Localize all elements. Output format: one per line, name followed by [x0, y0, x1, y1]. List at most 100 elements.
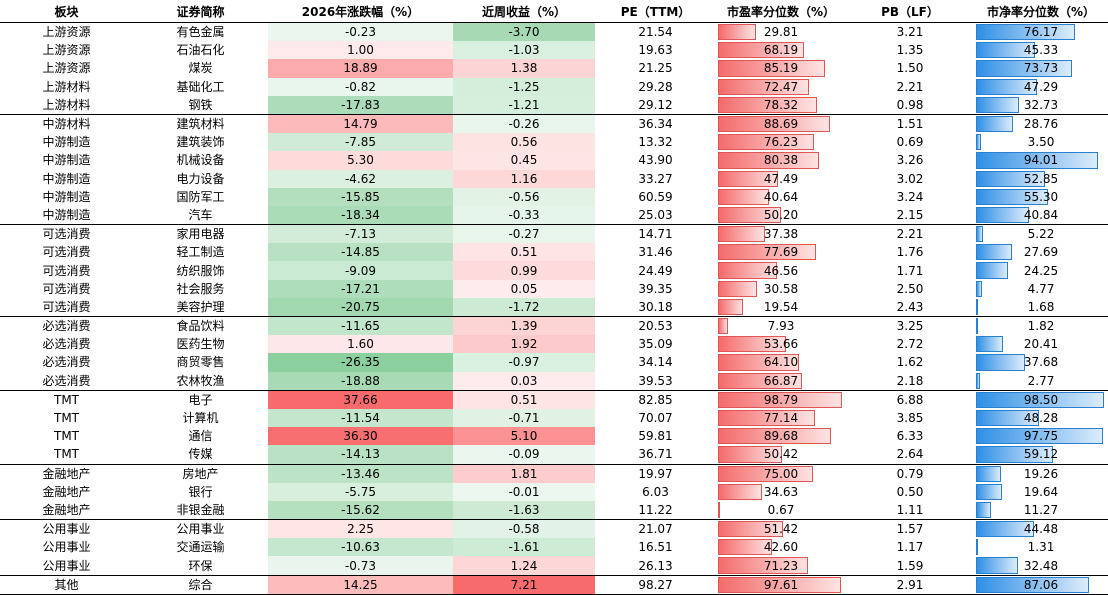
cell-sector: 可选消费	[42, 299, 91, 314]
cell-pb-percentile-value: 87.06	[1023, 577, 1059, 592]
cell-pb: 0.50	[896, 484, 924, 499]
cell-pe-percentile-value: 46.56	[763, 263, 799, 278]
cell-sector: 公用事业	[42, 540, 91, 555]
cell-ytd: -15.62	[268, 500, 453, 520]
cell-pb-percentile-value: 97.75	[1023, 429, 1059, 444]
cell-pb-percentile-bar	[976, 206, 1029, 224]
cell-pe: 19.63	[638, 43, 673, 58]
cell-sector: 中游制造	[42, 171, 91, 186]
cell-pb: 1.76	[896, 245, 924, 260]
table-row: 其他 综合 14.25 7.21 98.27 97.61 2.91 87.06	[0, 574, 1108, 595]
cell-pe-percentile-bar	[718, 115, 830, 133]
cell-pe: 30.18	[638, 299, 673, 314]
cell-pb-percentile-value: 98.50	[1023, 392, 1059, 407]
cell-pe-percentile: 98.79	[716, 389, 846, 409]
cell-ytd: -0.73	[268, 556, 453, 576]
cell-pe-percentile: 77.14	[716, 409, 846, 427]
cell-pb-percentile-bar	[976, 226, 983, 243]
cell-pb-percentile-bar	[976, 336, 1003, 353]
cell-pe-percentile: 53.66	[716, 335, 846, 353]
cell-pe: 29.28	[638, 79, 673, 94]
cell-pe: 16.51	[638, 540, 673, 555]
cell-ytd: -15.85	[268, 187, 453, 206]
cell-sector: 中游制造	[42, 189, 91, 204]
cell-week: -1.03	[453, 41, 595, 60]
cell-pb-percentile-value: 19.26	[1023, 466, 1059, 481]
cell-ytd: -11.54	[268, 408, 453, 428]
cell-pb-percentile-bar	[976, 318, 978, 335]
cell-sector: 中游制造	[42, 135, 91, 150]
cell-pb-percentile-value: 1.31	[1027, 540, 1055, 555]
header-row: 板块 证券简称 2026年涨跌幅（%） 近周收益（%） PE（TTM） 市盈率分…	[0, 0, 1108, 23]
table-row: 公用事业 公用事业 2.25 -0.58 21.07 51.42 1.57 44.48	[0, 519, 1108, 539]
cell-pb-percentile-value: 45.33	[1023, 43, 1059, 58]
cell-week: -0.27	[453, 224, 595, 244]
cell-pe: 98.27	[595, 574, 716, 595]
cell-pb-percentile-bar	[976, 428, 1103, 445]
table-row: 上游资源 有色金属 -0.23 -3.70 21.54 29.81 3.21 76.17	[0, 22, 1108, 42]
cell-pb-percentile-bar	[976, 354, 1025, 371]
cell-pe-percentile-bar	[718, 188, 769, 205]
cell-pb: 2.91	[846, 574, 974, 595]
cell-sector: 公用事业	[0, 519, 133, 539]
table-row: 可选消费 社会服务 -17.21 0.05 39.35 30.58 2.50 4.77	[0, 279, 1108, 298]
cell-pb-percentile: 5.22	[974, 224, 1108, 244]
cell-pb-percentile-bar	[976, 152, 1098, 169]
cell-ytd: 36.30	[268, 427, 453, 446]
cell-pb: 1.11	[896, 502, 924, 517]
table-row: 公用事业 交通运输 -10.63 -1.61 16.51 42.60 1.17 1.31	[0, 538, 1108, 557]
cell-week: 0.05	[453, 279, 595, 298]
cell-pb: 6.88	[846, 389, 974, 409]
cell-pb-percentile: 94.01	[974, 151, 1108, 169]
cell-ytd: 2.25	[268, 519, 453, 539]
cell-pe: 20.53	[595, 316, 716, 336]
cell-pe-percentile-bar	[718, 446, 782, 463]
cell-pe-percentile: 75.00	[716, 463, 846, 483]
cell-name: 机械设备	[176, 153, 225, 168]
cell-pe-percentile-bar	[718, 391, 842, 408]
cell-name: 轻工制造	[176, 245, 225, 260]
header-sector: 板块	[0, 0, 133, 23]
cell-pb-percentile-value: 20.41	[1023, 337, 1059, 352]
cell-pb: 0.69	[896, 135, 924, 150]
cell-sector: 必选消费	[42, 355, 91, 370]
cell-week: -0.58	[453, 519, 595, 539]
cell-week: 0.45	[453, 151, 595, 170]
cell-name: 钢铁	[188, 97, 213, 112]
cell-pb-percentile-value: 5.22	[1027, 227, 1055, 242]
cell-week: 0.51	[453, 389, 595, 409]
cell-pb-percentile-value: 32.73	[1023, 97, 1059, 112]
cell-name: 食品饮料	[133, 316, 268, 336]
cell-pe: 14.71	[595, 224, 716, 244]
table-row: 上游资源 石油石化 1.00 -1.03 19.63 68.19 1.35 45.33	[0, 41, 1108, 60]
cell-pe-percentile-bar	[718, 372, 802, 389]
cell-pb: 1.62	[896, 355, 924, 370]
cell-sector: 必选消费	[42, 337, 91, 352]
cell-pb-percentile-value: 1.68	[1027, 299, 1055, 314]
table-row: 必选消费 医药生物 1.60 1.92 35.09 53.66 2.72 20.41	[0, 335, 1108, 354]
cell-pe-percentile-value: 88.69	[763, 117, 799, 132]
cell-name: 商贸零售	[176, 355, 225, 370]
cell-week: -0.01	[453, 482, 595, 501]
cell-pe-percentile-value: 68.19	[763, 43, 799, 58]
table-row: 可选消费 美容护理 -20.75 -1.72 30.18 19.54 2.43 1.68	[0, 297, 1108, 317]
cell-pb-percentile: 20.41	[974, 335, 1108, 353]
cell-name: 有色金属	[176, 25, 225, 40]
cell-pb-percentile: 1.82	[974, 316, 1108, 336]
cell-sector: 上游资源	[42, 61, 91, 76]
cell-pb-percentile: 1.31	[974, 538, 1108, 556]
cell-week: 7.21	[453, 574, 595, 595]
cell-pb-percentile-bar	[976, 409, 1039, 427]
cell-pe-percentile-value: 47.49	[763, 171, 799, 186]
cell-week: 1.81	[453, 463, 595, 483]
cell-pb-percentile-bar	[976, 115, 1013, 133]
cell-pe-percentile: 51.42	[716, 519, 846, 539]
cell-pb: 0.98	[896, 97, 924, 112]
cell-pe-percentile-bar	[718, 521, 783, 538]
cell-name: 社会服务	[176, 281, 225, 296]
cell-pe-percentile: 68.19	[716, 41, 846, 59]
cell-ytd: 5.30	[268, 151, 453, 170]
cell-sector: 可选消费	[42, 245, 91, 260]
table-row: 中游制造 汽车 -18.34 -0.33 25.03 50.20 2.15 40.84	[0, 205, 1108, 225]
cell-pb-percentile: 32.73	[974, 96, 1108, 115]
